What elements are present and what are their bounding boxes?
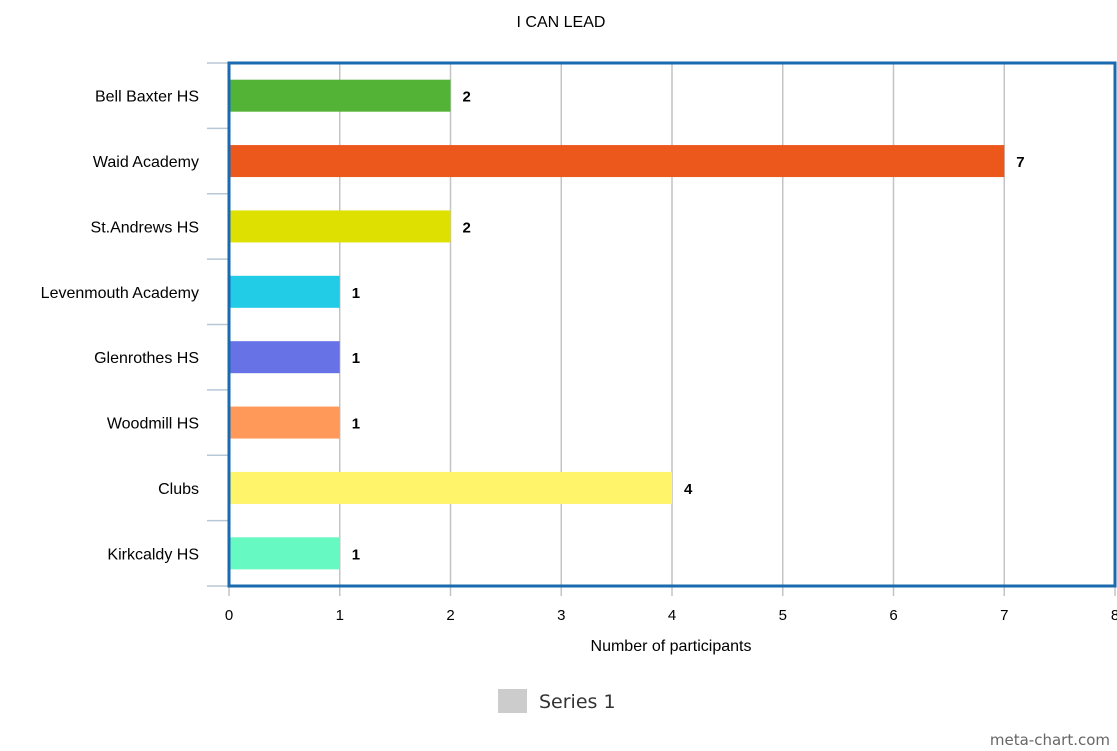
x-tick-label: 6 [889, 607, 897, 624]
data-label: 1 [352, 285, 360, 302]
x-tick-label: 2 [446, 607, 454, 624]
x-tick-label: 8 [1111, 607, 1117, 624]
chart-title: I CAN LEAD [517, 14, 606, 31]
data-label: 2 [463, 219, 471, 236]
data-label: 7 [1016, 154, 1024, 171]
grid-lines [207, 62, 1116, 596]
bar [229, 537, 340, 570]
category-label: St.Andrews HS [91, 219, 199, 236]
data-label: 2 [463, 89, 471, 106]
x-axis-title: Number of participants [591, 638, 752, 655]
watermark: meta-chart.com [990, 731, 1110, 749]
data-label: 1 [352, 416, 360, 433]
category-label: Levenmouth Academy [41, 285, 199, 302]
x-tick-label: 5 [779, 607, 787, 624]
bar [229, 406, 340, 439]
x-tick-label: 0 [225, 607, 233, 624]
data-label: 1 [352, 546, 360, 563]
legend: Series 1 [498, 689, 616, 713]
data-label: 1 [352, 350, 360, 367]
category-label: Waid Academy [93, 154, 199, 171]
category-label: Woodmill HS [107, 416, 199, 433]
category-label: Clubs [158, 481, 199, 498]
plot-frame [227, 61, 1117, 588]
bar [229, 341, 340, 374]
legend-swatch [498, 689, 527, 713]
bar [229, 471, 672, 504]
bar [229, 145, 1005, 178]
data-label: 4 [684, 481, 693, 498]
category-label: Glenrothes HS [94, 350, 199, 367]
bar [229, 275, 340, 308]
data-labels: 2 7 2 1 1 1 4 1 [352, 89, 1025, 564]
category-labels: Bell Baxter HS Waid Academy St.Andrews HS L… [41, 89, 199, 564]
bar [229, 79, 451, 112]
category-label: Kirkcaldy HS [107, 546, 199, 563]
bar [229, 210, 451, 243]
category-label: Bell Baxter HS [95, 89, 199, 106]
x-tick-label: 1 [336, 607, 344, 624]
x-tick-label: 3 [557, 607, 565, 624]
legend-label: Series 1 [539, 691, 616, 713]
bars [229, 79, 1005, 570]
x-tick-label: 7 [1000, 607, 1008, 624]
x-tick-label: 4 [668, 607, 676, 624]
x-tick-labels: 0 1 2 3 4 5 6 7 8 [225, 607, 1117, 624]
